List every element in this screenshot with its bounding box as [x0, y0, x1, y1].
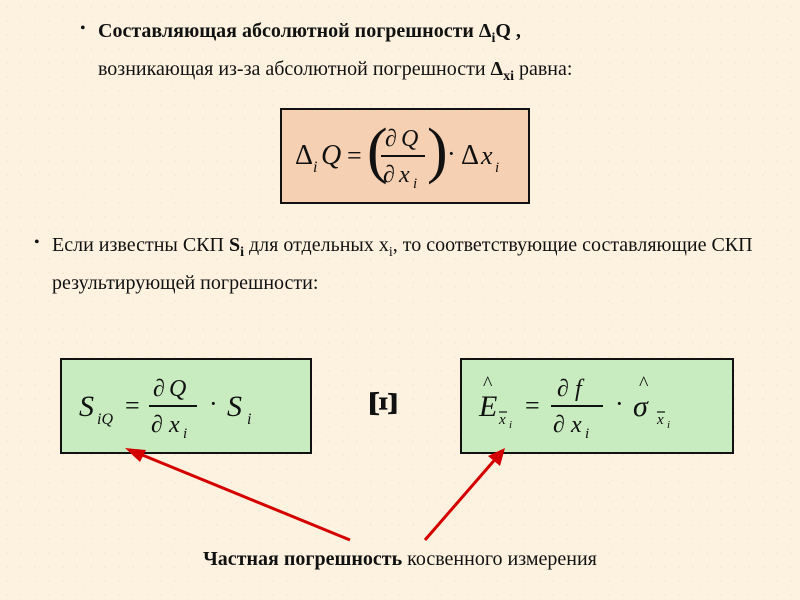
svg-text:=: =	[525, 391, 540, 420]
svg-text:E: E	[478, 390, 497, 423]
formula-left-box: S iQ = ∂ Q ∂ x i · S i	[60, 358, 312, 454]
skp-s: S	[229, 234, 240, 256]
svg-text:x: x	[656, 412, 664, 428]
sym-delta2: Δ	[491, 58, 504, 80]
sym-delta2-sub: xi	[503, 69, 514, 84]
bullet-2-text: Если известны СКП Si для отдельных xi, т…	[52, 230, 764, 298]
bullet-dot: •	[80, 17, 86, 41]
svg-text:x: x	[168, 412, 180, 438]
svg-text:∂: ∂	[383, 162, 395, 188]
svg-text:x: x	[498, 412, 506, 428]
svg-text:∂: ∂	[151, 412, 163, 438]
svg-text:iQ: iQ	[97, 411, 113, 428]
svg-text:·: ·	[447, 139, 456, 168]
bullet-2: • Если известны СКП Si для отдельных xi,…	[34, 230, 764, 298]
skp-x: x	[379, 234, 389, 256]
formula-top-box: Δ i Q = ( ) ∂ Q ∂ x i · Δ x i	[280, 108, 530, 204]
bullet-1: • Составляющая абсолютной погрешности Δi…	[80, 16, 720, 92]
equiv-symbol: Ξ	[360, 390, 407, 417]
svg-text:i: i	[585, 426, 589, 442]
formula-top: Δ i Q = ( ) ∂ Q ∂ x i · Δ x i	[289, 116, 521, 196]
caption-rest: косвенного измерения	[402, 548, 597, 570]
svg-text:=: =	[347, 141, 362, 170]
svg-text:∂: ∂	[153, 376, 165, 402]
svg-text:i: i	[247, 411, 251, 428]
bullet-dot-2: •	[34, 231, 40, 255]
svg-text:∂: ∂	[385, 126, 397, 152]
svg-text:i: i	[495, 160, 499, 176]
formula-right: ^ E x i = ∂ f ∂ x i · ^ σ x i	[469, 366, 725, 446]
svg-text:·: ·	[615, 389, 624, 418]
sym-delta: Δ	[479, 20, 492, 42]
sym-delta2-after: равна:	[514, 58, 572, 80]
svg-text:=: =	[125, 391, 140, 420]
bullet-1-line1-prefix: Составляющая абсолютной погрешности	[98, 20, 479, 42]
formula-right-box: ^ E x i = ∂ f ∂ x i · ^ σ x i	[460, 358, 734, 454]
svg-text:S: S	[79, 390, 94, 423]
bullet-1-line2-prefix: возникающая из-за абсолютной погрешности	[98, 58, 491, 80]
caption: Частная погрешность косвенного измерения	[0, 548, 800, 571]
caption-bold: Частная погрешность	[203, 548, 402, 570]
svg-text:Q: Q	[401, 126, 418, 152]
bullet-2-line1-prefix: Если известны СКП	[52, 234, 229, 256]
svg-text:i: i	[413, 176, 417, 192]
svg-text:Q: Q	[169, 376, 186, 402]
svg-text:i: i	[667, 419, 670, 431]
svg-text:x: x	[480, 141, 493, 170]
sym-delta-after: Q ,	[495, 20, 521, 42]
svg-text:i: i	[509, 419, 512, 431]
svg-text:·: ·	[209, 389, 218, 418]
svg-text:Q: Q	[321, 140, 341, 171]
bullet-2-after: для отдельных	[244, 234, 379, 256]
svg-text:i: i	[183, 426, 187, 442]
svg-text:i: i	[313, 159, 317, 176]
svg-text:f: f	[575, 376, 585, 402]
svg-text:S: S	[227, 390, 242, 423]
svg-text:∂: ∂	[557, 376, 569, 402]
svg-text:σ: σ	[633, 390, 649, 423]
svg-text:x: x	[398, 162, 410, 188]
svg-text:Δ: Δ	[461, 140, 479, 171]
formula-left: S iQ = ∂ Q ∂ x i · S i	[69, 366, 303, 446]
bullet-1-text: Составляющая абсолютной погрешности ΔiQ …	[98, 16, 720, 92]
svg-text:Δ: Δ	[295, 140, 313, 171]
svg-text:): )	[427, 117, 448, 185]
svg-text:∂: ∂	[553, 412, 565, 438]
svg-text:x: x	[570, 412, 582, 438]
